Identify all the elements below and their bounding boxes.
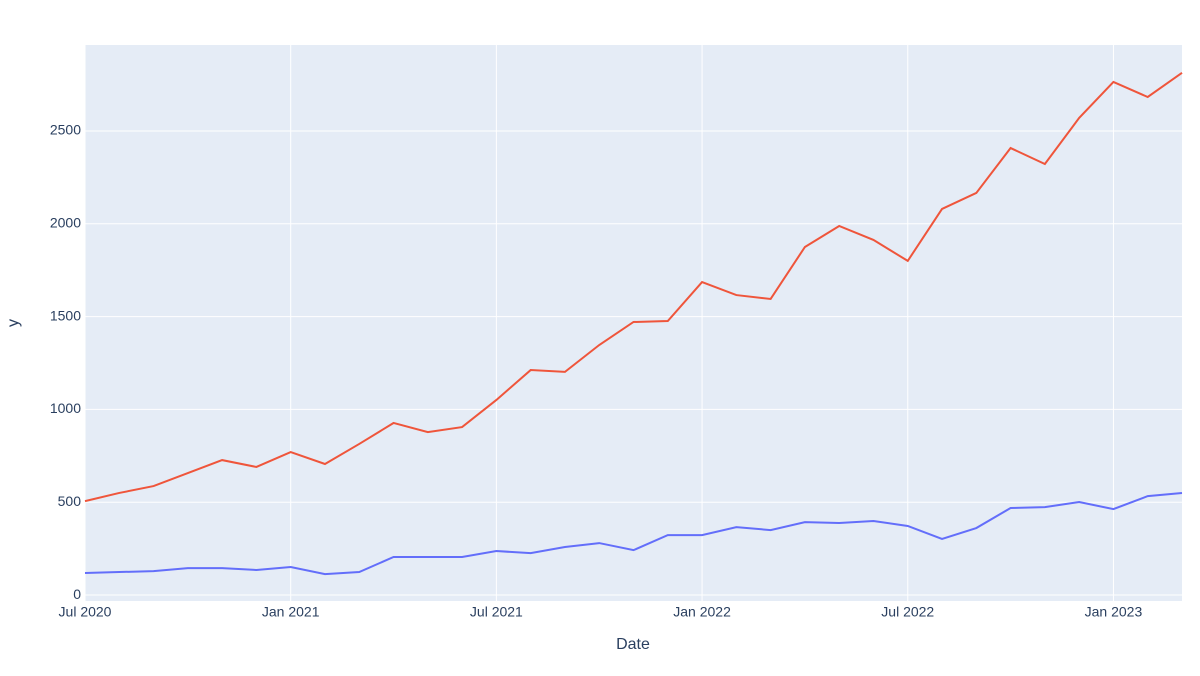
y-tick-label: 1500 [50,307,81,323]
x-tick-label: Jan 2021 [262,604,320,620]
y-tick-label: 2500 [50,122,81,138]
line-series [84,491,1183,576]
y-tick-label: 0 [73,586,81,602]
y-axis-title: y [5,319,22,327]
x-tick-label: Jul 2020 [59,604,112,620]
x-tick-label: Jul 2022 [881,604,934,620]
x-axis-title: Date [616,636,650,653]
y-tick-label: 1000 [50,400,81,416]
y-tick-label: 500 [58,493,82,509]
x-tick-label: Jul 2021 [470,604,523,620]
line-series [84,72,1183,503]
y-tick-label: 2000 [50,214,81,230]
x-tick-label: Jan 2022 [673,604,731,620]
x-tick-label: Jan 2023 [1085,604,1143,620]
